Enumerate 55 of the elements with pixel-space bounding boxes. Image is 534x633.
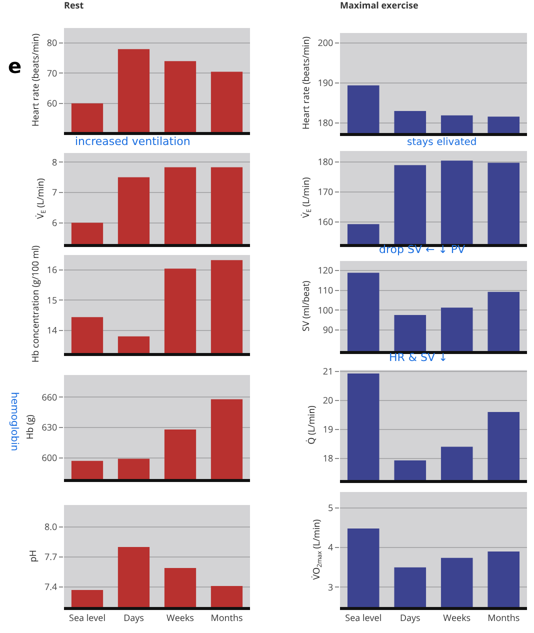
y-tick-label: 8 — [52, 155, 58, 168]
y-tick-label: 5 — [328, 501, 334, 514]
y-axis-title: Q̇ (L/min) — [304, 405, 318, 444]
y-tick-label: 7.7 — [44, 550, 58, 564]
y-tick-label: 190 — [318, 76, 334, 90]
y-tick-label: 4 — [328, 540, 334, 554]
y-tick-label: 7.4 — [44, 580, 58, 594]
text: stays elivated — [407, 137, 477, 148]
text: e — [8, 54, 22, 78]
y-axis-title: Heart rate (beats/min) — [299, 36, 312, 130]
y-tick-label: 18 — [322, 451, 334, 464]
chart-title: Rest — [64, 0, 84, 12]
text: HR & SV ↓ — [389, 351, 448, 364]
x-tick-label: Sea level — [345, 610, 382, 624]
y-tick-label: 19 — [322, 422, 334, 436]
chart-title: Maximal exercise — [340, 0, 418, 12]
y-tick-label: 100 — [318, 303, 334, 316]
x-tick-label: Weeks — [166, 610, 194, 624]
y-axis-title: pH — [26, 550, 39, 562]
y-tick-label: 6 — [52, 216, 58, 229]
y-tick-label: 80 — [46, 36, 58, 50]
y-axis-title: Hb (g) — [23, 414, 36, 440]
y-axis-title: SV (ml/beat) — [299, 280, 312, 332]
y-tick-label: 160 — [318, 215, 334, 228]
y-tick-label: 180 — [318, 116, 334, 130]
x-tick-label: Days — [124, 610, 144, 624]
text: hemoglobin — [8, 392, 20, 452]
y-tick-label: 20 — [322, 394, 334, 407]
y-tick-label: 110 — [318, 283, 334, 296]
y-tick-label: 660 — [42, 390, 58, 404]
y-tick-label: 120 — [318, 264, 334, 277]
x-tick-label: Days — [400, 610, 420, 624]
y-axis-title: Heart rate (beats/min) — [28, 33, 42, 126]
x-tick-label: Months — [210, 610, 243, 624]
y-tick-label: 170 — [318, 185, 334, 198]
y-tick-label: 8.0 — [44, 520, 58, 534]
y-tick-label: 15 — [46, 293, 58, 306]
y-tick-label: 3 — [328, 580, 334, 594]
x-tick-label: Weeks — [443, 610, 471, 624]
text: increased ventilation — [75, 135, 190, 148]
y-tick-label: 21 — [322, 364, 334, 378]
y-tick-label: 14 — [46, 324, 58, 337]
y-tick-label: 90 — [322, 323, 334, 336]
y-axis-title: Hb concentration (g/100 ml) — [28, 245, 42, 363]
x-tick-label: Sea level — [69, 610, 106, 624]
x-tick-label: Months — [488, 610, 520, 624]
y-tick-label: 180 — [318, 154, 334, 168]
y-tick-label: 600 — [42, 450, 58, 464]
y-tick-label: 630 — [42, 420, 58, 434]
y-tick-label: 70 — [46, 66, 58, 80]
y-tick-label: 200 — [318, 36, 334, 50]
y-tick-label: 60 — [46, 96, 58, 110]
y-tick-label: 7 — [52, 186, 58, 199]
y-tick-label: 16 — [46, 263, 58, 276]
annotation: drop SV ← ↓ PV — [379, 243, 466, 256]
